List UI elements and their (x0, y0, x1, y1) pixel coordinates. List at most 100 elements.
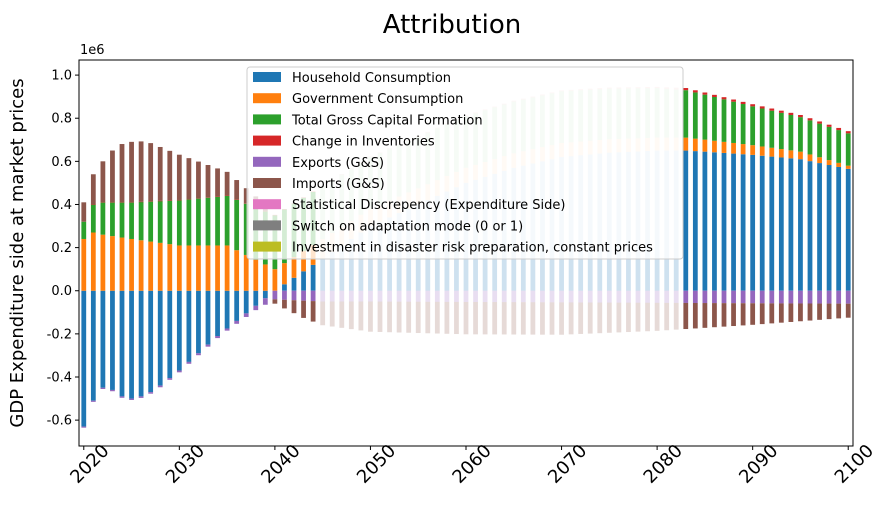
bar-2031-series-1 (186, 245, 192, 291)
x-tick-label: 2090 (735, 440, 782, 487)
bar-2095-series-2 (798, 117, 803, 152)
bar-2060-series-4 (463, 290, 469, 302)
bar-2095-series-0 (798, 159, 803, 291)
bar-2049-series-4 (358, 290, 364, 302)
bar-2084-series-5 (692, 302, 698, 329)
bar-2072-series-4 (578, 290, 584, 303)
bar-2087-series-5 (721, 303, 727, 327)
bar-2023-series-4 (110, 389, 115, 392)
bar-2051-series-5 (377, 301, 383, 332)
bar-2022-series-0 (100, 290, 106, 388)
bar-2089-series-3 (740, 101, 746, 105)
bar-2079-series-4 (645, 290, 650, 303)
bar-2082-series-4 (673, 290, 679, 303)
bar-2031-series-0 (186, 290, 192, 362)
bar-2027-series-0 (148, 290, 154, 393)
bar-2098-series-1 (826, 160, 832, 166)
bar-2071-series-5 (568, 302, 574, 335)
bar-2080-series-4 (654, 290, 660, 303)
bar-2050-series-4 (368, 290, 373, 302)
bar-2024-series-1 (119, 237, 125, 291)
bar-2037-series-1 (243, 254, 249, 291)
bar-2028-series-5 (157, 146, 163, 201)
bar-2089-series-2 (740, 104, 746, 145)
bar-2033-series-5 (205, 165, 211, 198)
bar-2090-series-0 (750, 154, 756, 291)
bar-2057-series-5 (434, 301, 440, 334)
legend-swatch (253, 178, 281, 188)
bar-2083-series-1 (683, 137, 689, 151)
bar-2039-series-1 (262, 264, 268, 291)
bar-2054-series-5 (406, 301, 412, 333)
bar-2022-series-5 (100, 161, 106, 203)
y-tick-label: 1.0 (51, 69, 72, 84)
bar-2033-series-0 (205, 290, 211, 345)
bar-2039-series-4 (262, 298, 268, 305)
bar-2083-series-5 (683, 302, 689, 330)
bar-2028-series-4 (157, 385, 163, 388)
bar-2030-series-2 (176, 200, 182, 246)
bar-2044-series-5 (310, 301, 316, 322)
bar-2040-series-5 (272, 299, 278, 304)
bar-2044-series-4 (310, 290, 316, 302)
bar-2097-series-5 (817, 303, 822, 320)
bar-2049-series-5 (358, 301, 364, 331)
bar-2095-series-5 (798, 303, 803, 322)
bar-2091-series-4 (759, 290, 765, 304)
bar-2042-series-5 (291, 300, 297, 314)
x-ticks-group: 2020 2030 2040 2050 2060 2070 2080 2090 2100 (66, 440, 878, 487)
bar-2035-series-0 (224, 290, 230, 329)
bar-2029-series-5 (167, 150, 173, 201)
bar-2093-series-2 (778, 112, 784, 150)
bar-2021-series-5 (90, 174, 96, 205)
bar-2079-series-5 (645, 302, 650, 332)
bar-2067-series-5 (530, 302, 536, 335)
bar-2025-series-5 (129, 141, 134, 203)
bar-2040-series-1 (272, 269, 278, 291)
legend-swatch (253, 220, 281, 231)
bar-2024-series-5 (119, 144, 125, 203)
bar-2086-series-4 (712, 290, 717, 304)
bar-2099-series-1 (836, 162, 842, 167)
y-tick-label: -0.2 (47, 327, 72, 342)
bar-2036-series-5 (234, 180, 240, 200)
x-tick-label: 2080 (640, 440, 687, 487)
bar-2068-series-5 (540, 302, 545, 335)
bar-2057-series-4 (434, 290, 440, 302)
bar-2042-series-0 (291, 277, 297, 291)
bar-2042-series-4 (291, 290, 297, 301)
bar-2098-series-2 (826, 126, 832, 161)
bar-2025-series-1 (129, 238, 134, 291)
bar-2027-series-5 (148, 143, 154, 202)
bar-2053-series-5 (396, 301, 402, 333)
bar-2094-series-5 (788, 303, 794, 322)
bar-2042-series-1 (291, 257, 297, 278)
bar-2043-series-5 (301, 300, 306, 318)
bar-2094-series-3 (788, 112, 794, 115)
bar-2036-series-1 (234, 250, 240, 291)
bar-2086-series-2 (712, 97, 717, 141)
bar-2088-series-0 (731, 153, 736, 291)
bar-2043-series-4 (301, 290, 306, 301)
bar-2048-series-5 (348, 301, 354, 330)
bar-2037-series-2 (243, 203, 249, 255)
bar-2034-series-4 (215, 336, 220, 339)
bar-2065-series-4 (511, 290, 517, 303)
bar-2090-series-5 (750, 303, 756, 325)
y-tick-label: 0.0 (51, 284, 72, 299)
bar-2088-series-4 (731, 290, 736, 304)
bar-2043-series-1 (301, 251, 306, 272)
bar-2089-series-1 (740, 144, 746, 155)
legend-swatch (253, 72, 281, 82)
bar-2020-series-1 (81, 238, 87, 291)
bar-2021-series-0 (90, 290, 96, 401)
bar-2058-series-5 (444, 301, 450, 334)
bar-2036-series-4 (234, 320, 240, 324)
bar-2025-series-2 (129, 202, 134, 239)
bar-2083-series-4 (683, 290, 689, 303)
bar-2100-series-1 (845, 165, 851, 169)
bar-2026-series-1 (138, 240, 144, 291)
bar-2035-series-1 (224, 245, 230, 291)
bar-2095-series-1 (798, 151, 803, 160)
